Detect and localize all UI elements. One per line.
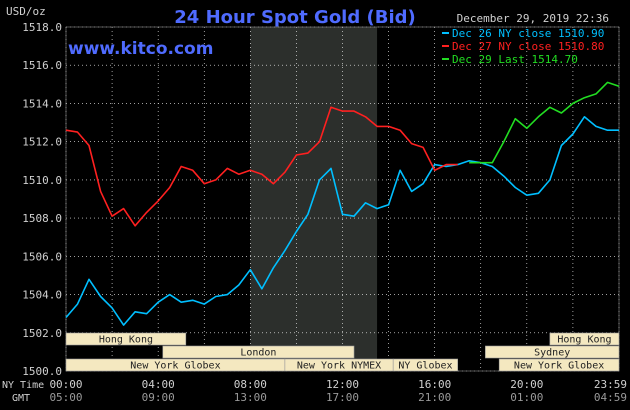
ny-time-row-label: NY Time: [2, 380, 44, 391]
legend-entry: Dec 27 NY close 1510.80: [452, 40, 604, 53]
y-tick-label: 1510.0: [22, 174, 62, 187]
session-bar: NY Globex: [392, 358, 459, 372]
x-tick-label-gmt: 01:00: [510, 391, 543, 404]
series-lines: [65, 81, 620, 326]
y-tick-label: 1500.0: [22, 365, 62, 378]
session-bar: New York NYMEX: [284, 358, 394, 372]
y-tick-label: 1502.0: [22, 327, 62, 340]
session-bar-bg: [392, 358, 459, 372]
gmt-row-label: GMT: [12, 393, 30, 404]
session-bar-bg: [498, 358, 620, 372]
y-tick-label: 1512.0: [22, 136, 62, 149]
session-bars: Hong Kong Hong Kong London Sydney New York G…: [65, 332, 620, 372]
session-bar-bg: [162, 345, 355, 359]
timestamp: December 29, 2019 22:36: [457, 12, 609, 25]
x-tick-label-gmt: 04:59: [594, 391, 627, 404]
session-bar-bg: [65, 332, 187, 346]
y-tick-label: 1516.0: [22, 59, 62, 72]
session-bar: London: [162, 345, 355, 359]
session-bar: New York Globex: [498, 358, 620, 372]
y-tick-label: 1518.0: [22, 21, 62, 34]
series-line-3: [469, 81, 620, 164]
x-tick-label-ny: 23:59: [594, 378, 627, 391]
x-tick-label-gmt: 17:00: [326, 391, 359, 404]
x-tick-label-ny: 04:00: [142, 378, 175, 391]
session-bar-label: Hong Kong: [99, 335, 153, 346]
session-bar: New York Globex: [65, 358, 286, 372]
session-bar-bg: [485, 345, 620, 359]
y-axis-ticks: 1500.0 1502.0 1504.0 1506.0 1508.0 1510.0 1512…: [22, 21, 62, 378]
grid-lines: [65, 26, 620, 372]
session-bar-label: New York NYMEX: [297, 361, 381, 372]
series-line-1: [65, 116, 619, 326]
x-tick-label-gmt: 09:00: [142, 391, 175, 404]
session-bar: Sydney: [485, 345, 620, 359]
x-tick-label-ny: 00:00: [49, 378, 82, 391]
chart-title: 24 Hour Spot Gold (Bid): [174, 7, 415, 28]
x-tick-label-ny: 20:00: [510, 378, 543, 391]
session-bar-label: New York Globex: [130, 361, 220, 372]
session-bar-bg: [549, 332, 620, 346]
x-tick-label-ny: 12:00: [326, 378, 359, 391]
website-label: www.kitco.com: [68, 39, 213, 59]
x-tick-label-gmt: 13:00: [234, 391, 267, 404]
y-tick-label: 1514.0: [22, 97, 62, 110]
legend-entry: Dec 26 NY close 1510.90: [452, 27, 604, 40]
session-bar-label: Hong Kong: [557, 335, 611, 346]
session-bar: Hong Kong: [549, 332, 620, 346]
y-tick-label: 1504.0: [22, 289, 62, 302]
y-tick-label: 1506.0: [22, 250, 62, 263]
session-bar-label: Sydney: [534, 348, 570, 359]
session-bar-label: London: [240, 348, 276, 359]
x-tick-label-ny: 08:00: [234, 378, 267, 391]
session-bar-label: NY Globex: [398, 361, 452, 372]
series-line-2: [65, 106, 458, 227]
legend-entry: Dec 29 Last 1514.70: [452, 53, 578, 66]
x-tick-label-gmt: 05:00: [49, 391, 82, 404]
x-tick-label-gmt: 21:00: [418, 391, 451, 404]
session-bar: Hong Kong: [65, 332, 187, 346]
x-tick-label-ny: 16:00: [418, 378, 451, 391]
y-tick-label: 1508.0: [22, 212, 62, 225]
y-axis-label: USD/oz: [6, 5, 46, 18]
session-bar-label: New York Globex: [514, 361, 604, 372]
